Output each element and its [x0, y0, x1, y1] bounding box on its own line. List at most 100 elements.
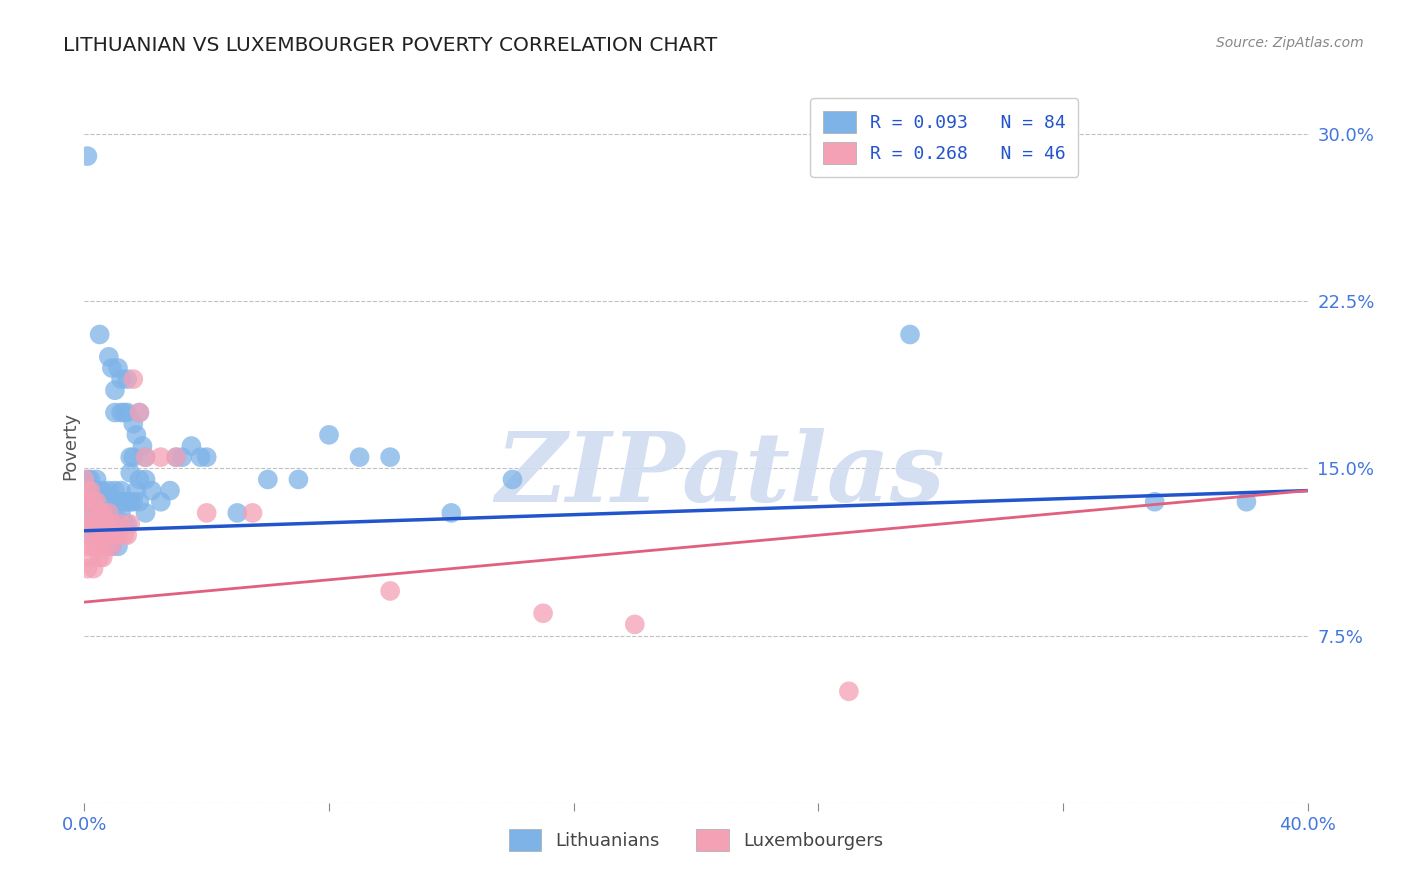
Point [318, 427, 340, 442]
Point [502, 473, 524, 487]
Point [112, 405, 135, 419]
Point [101, 494, 124, 508]
Point [128, 473, 150, 487]
Point [89, 327, 111, 342]
Point [101, 516, 124, 531]
Point [120, 494, 142, 508]
Point [190, 450, 212, 464]
Point [97, 483, 120, 498]
Point [107, 360, 129, 375]
Point [112, 494, 135, 508]
Point [94, 516, 117, 531]
Point [76, 149, 98, 163]
Point [94, 539, 117, 553]
Point [624, 617, 647, 632]
Point [110, 372, 132, 386]
Point [79, 494, 101, 508]
Point [76, 494, 98, 508]
Point [141, 483, 163, 498]
Point [107, 528, 129, 542]
Point [79, 483, 101, 498]
Point [83, 483, 105, 498]
Point [86, 473, 108, 487]
Point [91, 506, 114, 520]
Point [122, 450, 145, 464]
Point [110, 506, 132, 520]
Point [107, 494, 129, 508]
Point [1236, 494, 1258, 508]
Point [242, 506, 264, 520]
Point [226, 506, 249, 520]
Point [440, 506, 463, 520]
Point [110, 405, 132, 419]
Y-axis label: Poverty: Poverty [62, 412, 80, 480]
Point [122, 417, 145, 431]
Point [122, 494, 145, 508]
Point [115, 372, 138, 386]
Legend: Lithuanians, Luxembourgers: Lithuanians, Luxembourgers [495, 814, 897, 865]
Point [107, 516, 129, 531]
Point [195, 506, 218, 520]
Point [149, 450, 172, 464]
Point [120, 466, 142, 480]
Point [838, 684, 860, 698]
Point [73, 494, 96, 508]
Point [172, 450, 194, 464]
Point [97, 506, 120, 520]
Point [83, 494, 105, 508]
Point [120, 450, 142, 464]
Point [101, 516, 124, 531]
Point [128, 405, 150, 419]
Point [89, 483, 111, 498]
Point [89, 506, 111, 520]
Point [104, 483, 127, 498]
Point [89, 550, 111, 565]
Point [101, 539, 124, 553]
Point [135, 473, 157, 487]
Point [86, 516, 108, 531]
Point [79, 473, 101, 487]
Point [76, 539, 98, 553]
Point [104, 384, 127, 398]
Point [86, 516, 108, 531]
Point [76, 483, 98, 498]
Point [112, 516, 135, 531]
Point [287, 473, 309, 487]
Point [94, 539, 117, 553]
Point [83, 516, 105, 531]
Point [1143, 494, 1166, 508]
Point [89, 528, 111, 542]
Point [83, 539, 105, 553]
Point [112, 528, 135, 542]
Point [79, 516, 101, 531]
Point [83, 562, 105, 576]
Point [83, 528, 105, 542]
Point [89, 528, 111, 542]
Point [89, 506, 111, 520]
Point [165, 450, 187, 464]
Point [115, 494, 138, 508]
Point [135, 450, 157, 464]
Point [380, 583, 402, 598]
Point [76, 516, 98, 531]
Point [101, 539, 124, 553]
Point [76, 473, 98, 487]
Point [79, 550, 101, 565]
Point [104, 528, 127, 542]
Point [91, 550, 114, 565]
Point [83, 506, 105, 520]
Point [120, 516, 142, 531]
Point [86, 494, 108, 508]
Point [73, 473, 96, 487]
Point [79, 506, 101, 520]
Point [91, 483, 114, 498]
Point [128, 405, 150, 419]
Point [115, 528, 138, 542]
Point [107, 539, 129, 553]
Point [94, 494, 117, 508]
Text: LITHUANIAN VS LUXEMBOURGER POVERTY CORRELATION CHART: LITHUANIAN VS LUXEMBOURGER POVERTY CORRE… [63, 36, 717, 54]
Point [91, 528, 114, 542]
Point [125, 483, 148, 498]
Point [898, 327, 921, 342]
Point [115, 405, 138, 419]
